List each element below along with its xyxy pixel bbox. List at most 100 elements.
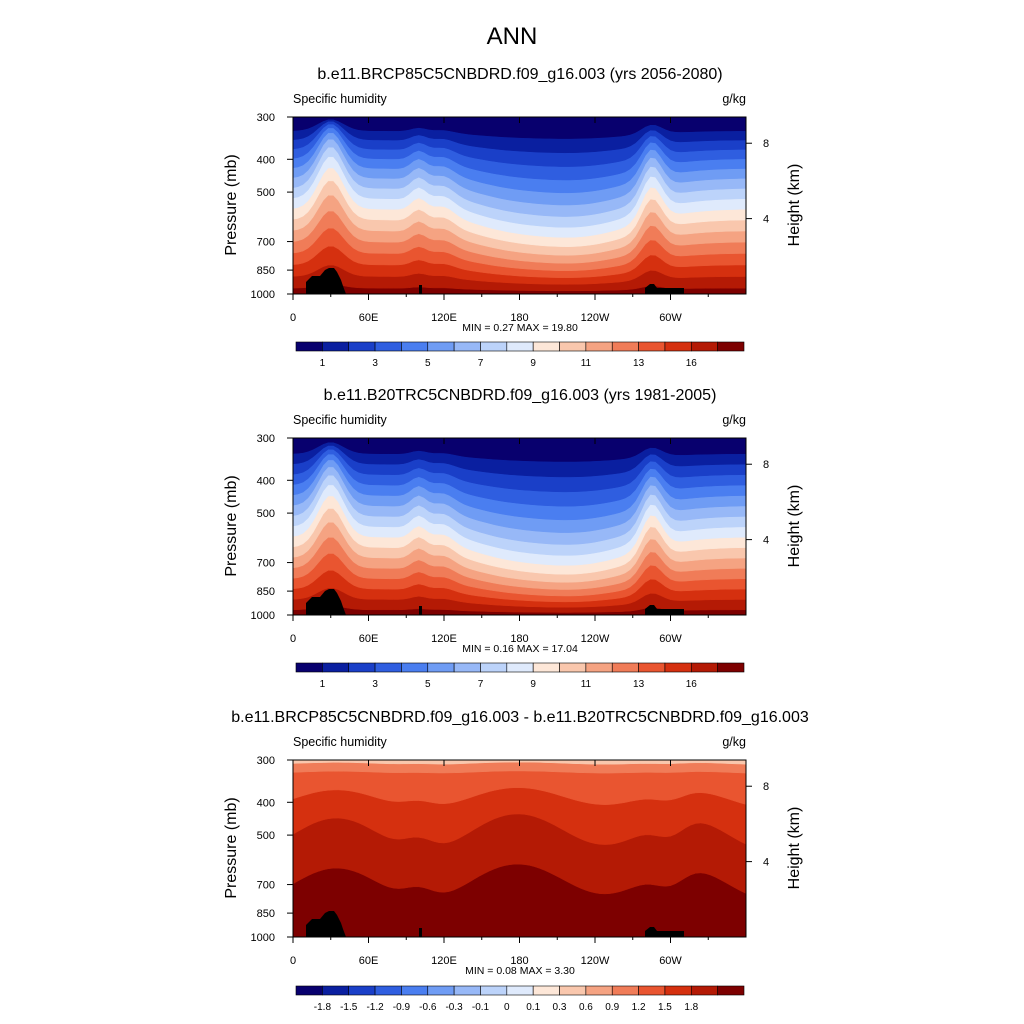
panel-2-axes: 300 400 500 700 850 1000 0 60E 120E 180 120W 60W 8 4: [251, 433, 770, 645]
panel-3-axes: 300 400 500 700 850 1000 0 60E 120E 180 120W 60W 8 4: [251, 755, 770, 967]
panel-3-colorbar: -1.8 -1.5 -1.2 -0.9 -0.6 -0.3 -0.1 0 0.1 0.3 0.6 0.…: [295, 985, 745, 1013]
panel-3-ylabel: Pressure (mb): [223, 797, 240, 898]
colorbar-box: [559, 985, 587, 996]
colorbar-box: [295, 985, 323, 996]
topography-mask: [645, 605, 684, 615]
x-tick-label: 120W: [581, 955, 610, 967]
y-tick-label: 500: [257, 508, 275, 520]
colorbar-box: [453, 662, 481, 673]
colorbar-box: [322, 985, 350, 996]
height-tick-label: 8: [763, 781, 769, 793]
colorbar-box: [559, 341, 587, 352]
y-tick-label: 850: [257, 908, 275, 920]
field-band: [292, 437, 747, 462]
height-tick-label: 4: [763, 857, 769, 869]
height-tick-label: 4: [763, 214, 769, 226]
x-tick-label: 60W: [659, 633, 682, 645]
colorbar-label: 7: [478, 679, 484, 690]
colorbar-box: [638, 985, 666, 996]
colorbar-label: -1.5: [340, 1002, 358, 1013]
colorbar-box: [295, 341, 323, 352]
panel-3-title: b.e11.BRCP85C5CNBDRD.f09_g16.003 - b.e11…: [231, 709, 809, 726]
topography-mask: [306, 268, 346, 294]
x-tick-label: 0: [290, 312, 296, 324]
colorbar-box: [453, 985, 481, 996]
panel-2-ylabel: Pressure (mb): [223, 475, 240, 576]
colorbar-label: 0.6: [579, 1002, 593, 1013]
panel-3-minmax: MIN = 0.08 MAX = 3.30: [465, 965, 575, 977]
panel-1-colorbar: 1 3 5 7 9 11 13 16: [295, 341, 745, 369]
colorbar-box: [480, 341, 508, 352]
panel-1-axes: 300 400 500 700 850 1000 0 60E 120E 180 120W 60W 8 4: [251, 112, 770, 324]
panel-2: b.e11.B20TRC5CNBDRD.f09_g16.003 (yrs 198…: [223, 387, 803, 690]
colorbar-label: 13: [633, 679, 645, 690]
panel-3-right-label: g/kg: [722, 735, 746, 749]
x-tick-label: 0: [290, 633, 296, 645]
colorbar-box: [295, 662, 323, 673]
panel-2-title: b.e11.B20TRC5CNBDRD.f09_g16.003 (yrs 198…: [324, 387, 717, 404]
colorbar-box: [374, 985, 402, 996]
colorbar-box: [717, 341, 745, 352]
colorbar-box: [664, 341, 692, 352]
colorbar-box: [717, 662, 745, 673]
colorbar-box: [374, 341, 402, 352]
colorbar-label: 16: [686, 679, 698, 690]
colorbar-label: 1: [320, 358, 326, 369]
colorbar-label: 0.3: [553, 1002, 567, 1013]
x-tick-label: 120E: [431, 633, 457, 645]
y-tick-label: 300: [257, 112, 275, 124]
panel-1-right-label: g/kg: [722, 92, 746, 106]
colorbar-box: [322, 341, 350, 352]
panel-1-minmax: MIN = 0.27 MAX = 19.80: [462, 322, 578, 334]
panel-2-minmax: MIN = 0.16 MAX = 17.04: [462, 643, 578, 655]
colorbar-box: [611, 662, 639, 673]
colorbar-label: 3: [372, 358, 378, 369]
x-tick-label: 0: [290, 955, 296, 967]
colorbar-label: -0.1: [472, 1002, 490, 1013]
colorbar-label: 1.2: [632, 1002, 646, 1013]
height-tick-label: 4: [763, 535, 769, 547]
colorbar-label: 0.1: [526, 1002, 540, 1013]
colorbar-box: [532, 985, 560, 996]
y-tick-label: 400: [257, 797, 275, 809]
colorbar-box: [480, 662, 508, 673]
y-tick-label: 500: [257, 830, 275, 842]
y-tick-label: 850: [257, 265, 275, 277]
colorbar-box: [427, 985, 455, 996]
y-tick-label: 1000: [251, 610, 275, 622]
colorbar-box: [506, 662, 534, 673]
colorbar-label: 3: [372, 679, 378, 690]
panel-1-left-label: Specific humidity: [293, 92, 388, 106]
colorbar-box: [585, 985, 613, 996]
field-band: [292, 116, 747, 139]
height-tick-label: 8: [763, 459, 769, 471]
topography-mask: [645, 284, 684, 294]
colorbar-label: 1.5: [658, 1002, 672, 1013]
topography-mask: [645, 927, 684, 937]
x-tick-label: 180: [510, 312, 528, 324]
x-tick-label: 60W: [659, 312, 682, 324]
colorbar-label: -1.8: [314, 1002, 332, 1013]
panel-1-ylabel: Pressure (mb): [223, 154, 240, 255]
colorbar-label: 11: [581, 679, 592, 690]
colorbar-box: [374, 662, 402, 673]
colorbar-box: [690, 662, 718, 673]
y-tick-label: 400: [257, 475, 275, 487]
colorbar-box: [664, 662, 692, 673]
colorbar-box: [506, 341, 534, 352]
panel-2-colorbar: 1 3 5 7 9 11 13 16: [295, 662, 745, 690]
colorbar-box: [690, 341, 718, 352]
panel-3-ylabel-right: Height (km): [786, 807, 803, 890]
colorbar-label: -0.9: [393, 1002, 411, 1013]
y-tick-label: 700: [257, 558, 275, 570]
panel-1-field: [292, 116, 747, 295]
y-tick-label: 700: [257, 880, 275, 892]
colorbar-box: [638, 341, 666, 352]
topography-mask: [419, 928, 422, 937]
x-tick-label: 120W: [581, 312, 610, 324]
topography-mask: [419, 285, 422, 294]
colorbar-box: [532, 662, 560, 673]
panel-3: b.e11.BRCP85C5CNBDRD.f09_g16.003 - b.e11…: [223, 709, 809, 1013]
colorbar-label: 0: [504, 1002, 510, 1013]
